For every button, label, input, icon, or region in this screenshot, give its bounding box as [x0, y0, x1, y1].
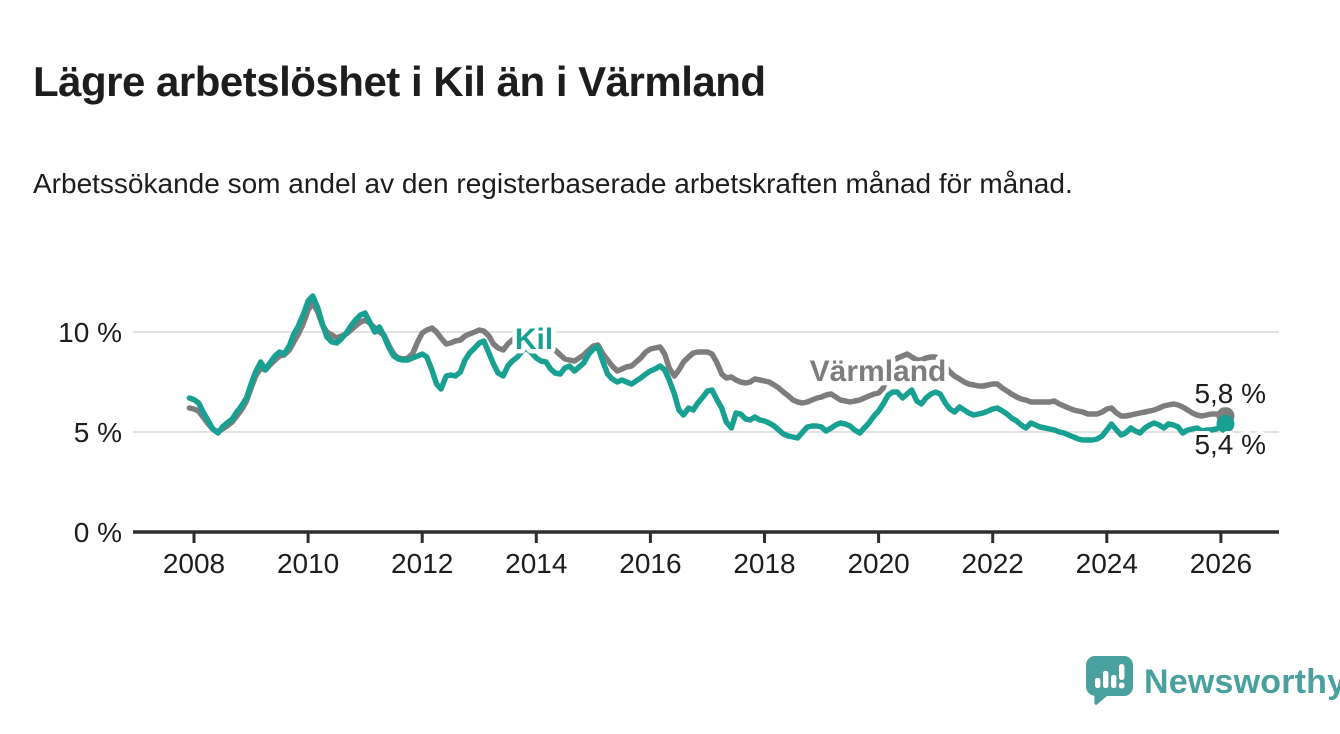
x-tick-label: 2016	[619, 548, 681, 579]
x-tick-label: 2008	[163, 548, 225, 579]
page-title: Lägre arbetslöshet i Kil än i Värmland	[33, 58, 766, 106]
x-tick-label: 2014	[505, 548, 567, 579]
end-value-label-värmland: 5,8 %	[1194, 378, 1266, 409]
y-tick-label: 0 %	[74, 517, 122, 548]
end-value-label-kil: 5,4 %	[1194, 429, 1266, 460]
line-kil	[186, 293, 1229, 443]
x-tick-label: 2022	[962, 548, 1024, 579]
x-tick-label: 2024	[1076, 548, 1138, 579]
x-tick-label: 2012	[391, 548, 453, 579]
y-tick-label: 5 %	[74, 417, 122, 448]
x-tick-label: 2018	[733, 548, 795, 579]
end-dot-kil	[1216, 415, 1235, 433]
newsworthy-bar-chart-bubble-icon	[1085, 655, 1134, 710]
series-label-kil: Kil	[515, 323, 553, 356]
x-tick-label: 2010	[277, 548, 339, 579]
newsworthy-logo: Newsworthy	[1085, 655, 1340, 710]
chart-subtitle: Arbetssökande som andel av den registerb…	[33, 168, 1073, 199]
x-tick-label: 2020	[847, 548, 909, 579]
y-tick-label: 10 %	[58, 317, 122, 348]
line-värmland	[186, 300, 1229, 435]
x-tick-label: 2026	[1190, 548, 1252, 579]
newsworthy-logo-text: Newsworthy	[1144, 663, 1340, 701]
series-label-värmland: Värmland	[810, 355, 947, 388]
